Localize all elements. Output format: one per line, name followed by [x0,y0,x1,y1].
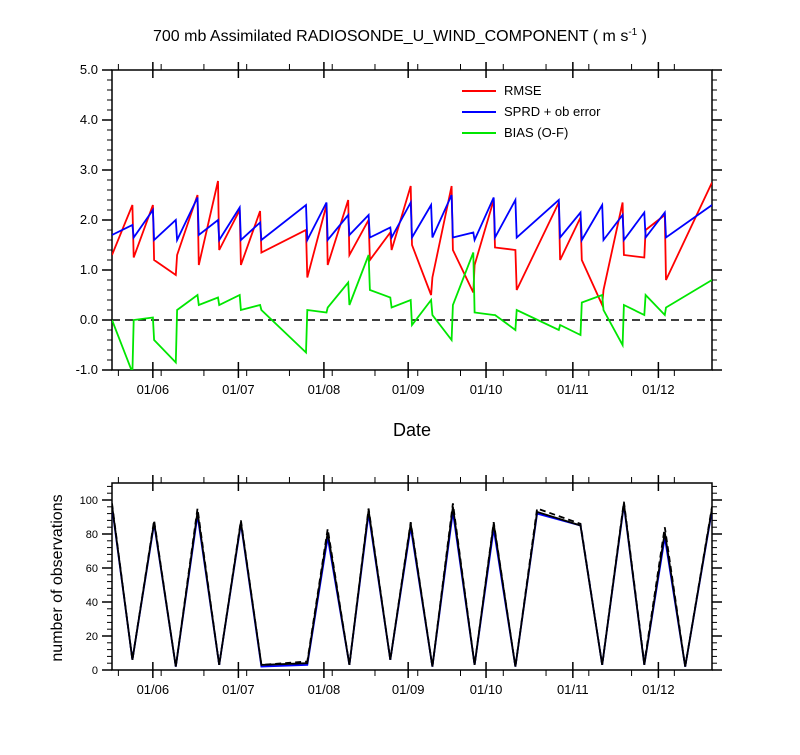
x-tick-label: 01/12 [642,682,675,697]
x-tick-label: 01/07 [222,382,255,397]
y-tick-label: 40 [86,597,98,609]
x-tick-label: 01/11 [557,382,589,397]
y-tick-label: -1.0 [76,362,98,377]
x-tick-label: 01/10 [470,382,503,397]
x-tick-label: 01/09 [392,382,425,397]
top-plot: 01/06 01/07 01/08 01/09 01/10 01/11 01/12 -1.0 0… [76,62,722,397]
x-tick-label: 01/08 [308,682,341,697]
legend: RMSE SPRD + ob error BIAS (O-F) [462,83,601,140]
legend-label: BIAS (O-F) [504,125,568,140]
x-tick-label: 01/09 [392,682,425,697]
x-axis-label: Date [393,420,431,440]
y-tick-label: 5.0 [80,62,98,77]
legend-label: SPRD + ob error [504,104,601,119]
series-line-obs-assim [112,503,712,667]
legend-label: RMSE [504,83,542,98]
y-axis-label: number of observations [49,494,66,661]
y-tick-label: 100 [80,495,98,507]
y-tick-label: 4.0 [80,112,98,127]
chart-title: 700 mb Assimilated RADIOSONDE_U_WIND_COM… [153,27,647,45]
y-tick-label: 3.0 [80,162,98,177]
y-tick-label: 0 [92,665,98,677]
y-tick-label: 2.0 [80,212,98,227]
x-tick-label: 01/07 [222,682,255,697]
x-tick-label: 01/08 [308,382,341,397]
plot-frame [111,482,713,671]
y-tick-label: 1.0 [80,262,98,277]
x-tick-label: 01/06 [137,382,170,397]
x-tick-label: 01/12 [642,382,675,397]
y-tick-label: 60 [86,563,98,575]
bottom-plot: 01/06 01/07 01/08 01/09 01/10 01/11 01/12 0 20 40… [80,475,722,697]
x-tick-label: 01/10 [470,682,503,697]
y-tick-label: 0.0 [80,312,98,327]
x-tick-label: 01/06 [137,682,170,697]
series-line-bias-o-f [112,252,712,370]
x-tick-label: 01/11 [557,682,589,697]
y-tick-label: 20 [86,631,98,643]
series-line-sprd-ob-error [112,194,712,244]
y-tick-label: 80 [86,529,98,541]
series-line-rmse [112,180,712,309]
